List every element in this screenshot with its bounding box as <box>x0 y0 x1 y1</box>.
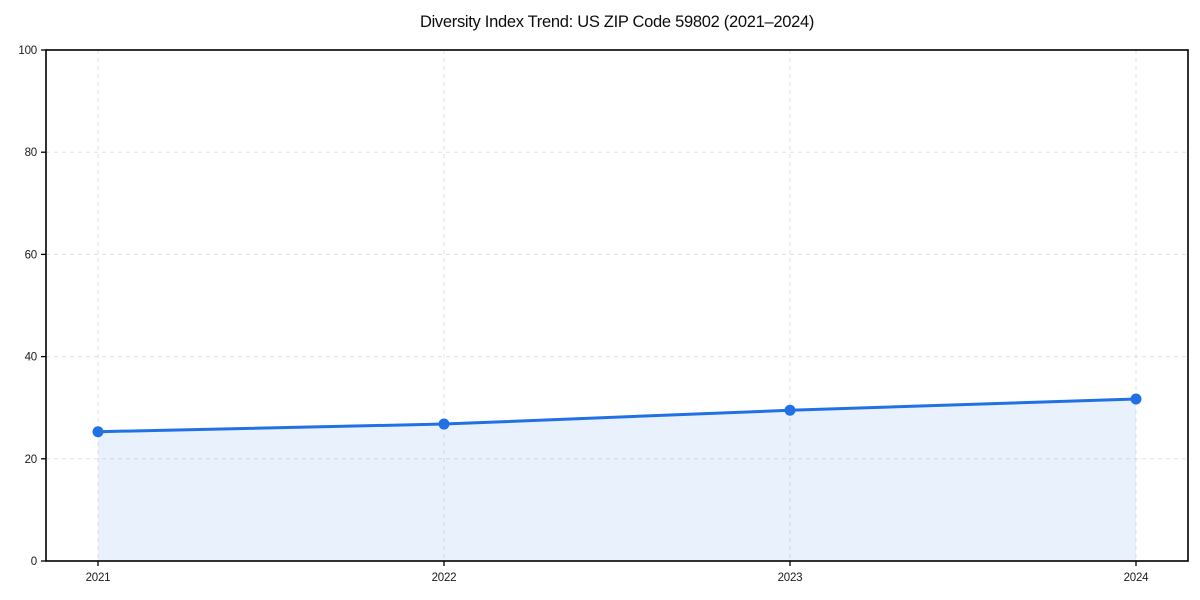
data-point-marker <box>1130 393 1142 405</box>
data-point-marker <box>92 426 104 438</box>
data-point-marker <box>438 418 450 430</box>
y-tick-label: 80 <box>25 147 37 159</box>
y-tick-label: 60 <box>25 249 37 261</box>
plot-border <box>45 49 1189 562</box>
x-tick-label: 2022 <box>432 572 457 584</box>
chart-title: Diversity Index Trend: US ZIP Code 59802… <box>419 13 815 31</box>
area-fill <box>98 399 1136 561</box>
x-tick-label: 2024 <box>1124 572 1150 584</box>
x-tick-label: 2023 <box>778 572 803 584</box>
y-tick-label: 20 <box>25 454 37 466</box>
y-tick-label: 100 <box>18 45 37 57</box>
trend-line <box>96 397 1138 434</box>
y-tick-label: 40 <box>25 352 37 364</box>
x-tick-label: 2021 <box>86 572 111 584</box>
data-point-marker <box>784 404 796 416</box>
y-tick-label: 0 <box>31 556 37 568</box>
